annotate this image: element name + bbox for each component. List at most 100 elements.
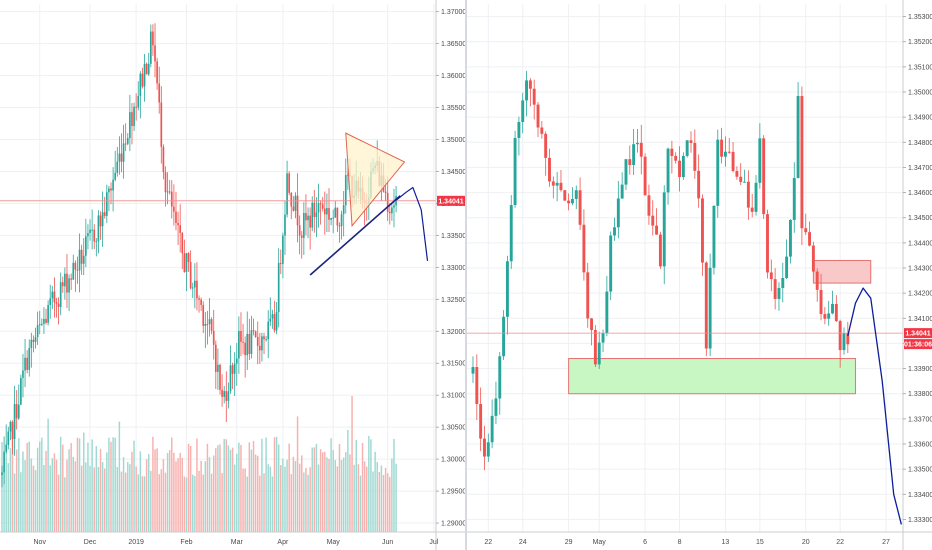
symmetrical-triangle-pattern[interactable] (345, 132, 406, 228)
left-candle-body (38, 324, 41, 326)
left-candle-body (24, 357, 26, 371)
right-time-axis[interactable]: 22 24 29 May 6 8 13 15 20 22 27 (484, 539, 890, 546)
left-candle-body (347, 174, 349, 176)
right-candle-body (563, 190, 567, 201)
right-candle-body (796, 96, 800, 179)
left-volume-bar (353, 464, 355, 532)
left-volume-bar (361, 442, 364, 532)
left-volume-bar (34, 470, 37, 532)
right-time-tick-label: 24 (519, 539, 527, 546)
right-price-axis[interactable]: 1.35300 1.35200 1.35100 1.35000 1.34900 1.348… (903, 14, 932, 524)
right-candle-body (632, 144, 636, 166)
left-candle-body (53, 291, 56, 303)
left-candle-body (26, 357, 28, 370)
right-candle-body (628, 159, 632, 166)
right-time-tick-label: 13 (722, 539, 730, 546)
right-candle-body (739, 176, 743, 182)
left-candle-body (388, 211, 391, 214)
left-volume-bar (265, 437, 267, 532)
left-time-axis[interactable]: Nov Dec 2019 Feb Mar Apr May Jun Jul (34, 539, 439, 546)
right-candle-body (662, 192, 666, 267)
left-volume-bar (171, 437, 173, 532)
left-volume-bar (122, 457, 125, 532)
right-candle-body (838, 321, 842, 351)
right-price-tick-label: 1.35200 (908, 39, 932, 46)
left-candle-body (137, 96, 140, 108)
left-candle-body (183, 253, 186, 272)
left-candle-body (334, 207, 337, 218)
projected-price-path[interactable] (847, 287, 902, 525)
left-candlestick-chart[interactable]: 1.37000 1.36500 1.36000 1.35500 1.35000 1.345… (0, 0, 465, 550)
left-volume-bar (309, 467, 311, 532)
left-volume-bar (74, 461, 77, 532)
left-volume-bar (76, 437, 79, 532)
left-candle-body (240, 330, 242, 342)
left-candle-body (59, 282, 62, 307)
left-candle-body (57, 303, 60, 307)
left-volume-bar (340, 459, 343, 532)
left-candle-body (221, 389, 223, 397)
left-candle-body (313, 202, 316, 218)
ascending-support-trendline[interactable] (309, 195, 401, 276)
projected-price-path[interactable] (395, 186, 429, 262)
resistance-zone[interactable] (812, 259, 872, 284)
left-candle-body (160, 102, 163, 147)
left-volume-bar (64, 477, 66, 532)
right-price-tick-label: 1.35000 (908, 90, 932, 97)
left-volume-bar (294, 460, 297, 532)
left-volume-bar (240, 444, 242, 532)
left-candle-body (89, 229, 91, 234)
left-volume-bar (389, 476, 391, 532)
left-volume-bar (147, 454, 150, 532)
left-volume-bar (221, 473, 223, 532)
left-volume-bar (319, 449, 322, 532)
left-volume-bar (97, 467, 100, 532)
right-chart-panel[interactable]: 1.35300 1.35200 1.35100 1.35000 1.34900 1.348… (467, 0, 932, 550)
right-candle-body (777, 287, 781, 299)
left-volume-bar (372, 471, 374, 532)
left-candle-body (74, 262, 77, 270)
left-volume-bar (380, 465, 383, 532)
left-candle-body (229, 365, 232, 392)
left-price-axis[interactable]: 1.37000 1.36500 1.36000 1.35500 1.35000 1.345… (436, 9, 465, 528)
support-zone[interactable] (568, 358, 856, 395)
left-candle-body (284, 214, 286, 236)
left-volume-bar (53, 453, 56, 532)
left-volume-bar (103, 468, 106, 532)
left-candle-body (244, 342, 246, 356)
right-candle-body (693, 142, 697, 171)
left-candle-body (200, 299, 202, 305)
left-volume-bar (334, 460, 337, 532)
right-candle-body (716, 139, 720, 206)
right-candle-body (712, 205, 716, 268)
left-candle-body (311, 202, 314, 228)
left-chart-panel[interactable]: 1.37000 1.36500 1.36000 1.35500 1.35000 1.345… (0, 0, 465, 550)
right-candle-body (559, 182, 563, 191)
right-candle-body (574, 190, 578, 199)
left-volume-bar (187, 443, 190, 532)
left-candle-body (82, 255, 85, 264)
left-volume-bar (357, 464, 360, 532)
right-candle-body (800, 96, 804, 229)
right-candle-body (620, 184, 624, 199)
left-volume-bar (141, 476, 144, 532)
left-price-tick-label: 1.30000 (441, 457, 465, 464)
left-candle-body (326, 208, 328, 215)
left-candle-body (315, 212, 318, 218)
left-candle-body (185, 253, 188, 272)
right-candle-body (769, 272, 773, 280)
left-volume-bar (127, 462, 129, 532)
right-candle-body (570, 198, 574, 204)
left-time-tick-label: Feb (180, 539, 192, 546)
right-candlestick-chart[interactable]: 1.35300 1.35200 1.35100 1.35000 1.34900 1.348… (467, 0, 932, 550)
left-candle-body (143, 63, 146, 87)
right-candle-body (605, 291, 609, 333)
right-candle-body (723, 151, 727, 157)
left-candle-body (43, 318, 45, 324)
left-candle-body (217, 364, 219, 372)
left-volume-bar (269, 466, 272, 532)
right-candle-body (544, 133, 548, 158)
left-candle-body (204, 323, 207, 326)
left-volume-bar (233, 464, 236, 532)
panel-divider[interactable] (465, 0, 467, 550)
